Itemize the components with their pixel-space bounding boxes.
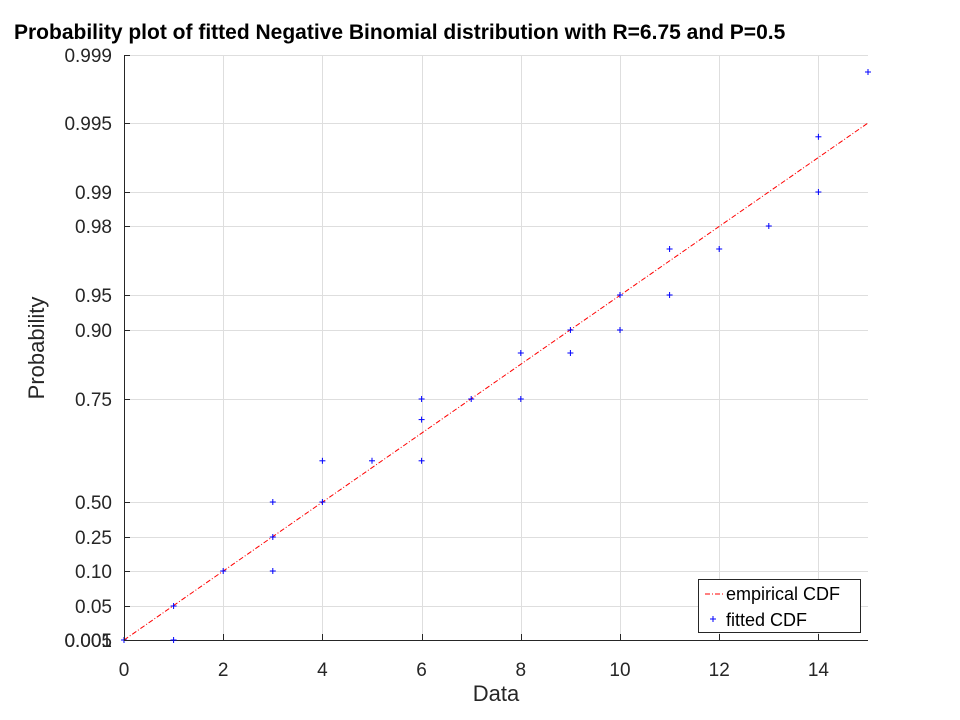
fitted-cdf-point: [170, 637, 177, 643]
x-tick-label: 10: [609, 660, 630, 681]
x-tick-label: 6: [416, 660, 427, 681]
fitted-cdf-point: [517, 396, 524, 402]
fitted-cdf-point: [170, 603, 177, 609]
x-tick-label: 12: [709, 660, 730, 681]
fitted-cdf-point: [567, 327, 574, 333]
x-tick-label: 4: [317, 660, 328, 681]
legend-empirical-label: empirical CDF: [726, 584, 840, 604]
fitted-cdf-point: [418, 416, 425, 423]
fitted-cdf-point: [269, 568, 276, 574]
y-tick-label: 0.995: [64, 114, 112, 135]
fitted-cdf-point: [716, 246, 723, 252]
fitted-cdf-point: [319, 499, 326, 505]
empirical-cdf-line: [123, 122, 869, 641]
x-axis-label: Data: [473, 681, 520, 706]
fitted-cdf-point: [765, 223, 772, 229]
legend-box: [698, 579, 861, 633]
y-tick-label: 0.001: [64, 631, 112, 652]
data-layer: [121, 69, 871, 643]
fitted-cdf-point: [666, 246, 673, 252]
fitted-cdf-point: [418, 396, 425, 402]
fitted-cdf-point: [617, 292, 623, 298]
fitted-cdf-point: [369, 457, 375, 464]
fitted-cdf-point: [269, 534, 276, 540]
y-tick-label: 0.99: [75, 183, 112, 204]
y-axis-label: Probability: [24, 297, 49, 400]
fitted-cdf-point: [865, 69, 871, 75]
x-tick-label: 0: [119, 660, 130, 681]
fitted-cdf-point: [815, 189, 822, 195]
y-tick-label: 0.98: [75, 217, 112, 238]
y-tick-label: 0.005: [64, 631, 112, 652]
fitted-cdf-point: [269, 499, 276, 505]
fitted-cdf-point: [567, 350, 574, 356]
x-tick-label: 14: [808, 660, 830, 681]
y-tick-label: 0.50: [75, 493, 112, 514]
legend: empirical CDF fitted CDF: [698, 579, 861, 633]
fitted-cdf-point: [468, 396, 475, 402]
legend-fitted-swatch: [710, 616, 716, 622]
legend-fitted-label: fitted CDF: [726, 610, 807, 630]
fitted-cdf-point: [220, 568, 227, 574]
y-tick-label: 0.75: [75, 390, 112, 411]
chart-title: Probability plot of fitted Negative Bino…: [14, 21, 786, 44]
x-tick-label: 2: [218, 660, 229, 681]
fitted-cdf-point: [418, 457, 425, 464]
y-tick-label: 0.90: [75, 321, 112, 342]
y-tick-label: 0.10: [75, 562, 112, 583]
x-tick-label: 8: [516, 660, 527, 681]
y-tick-label: 0.25: [75, 528, 112, 549]
y-tick-label: 0.999: [64, 46, 112, 67]
y-tick-label: 0.05: [75, 597, 112, 618]
fitted-cdf-point: [517, 350, 524, 356]
fitted-cdf-point: [319, 457, 326, 464]
y-tick-label: 0.95: [75, 286, 112, 307]
fitted-cdf-point: [815, 133, 822, 140]
fitted-cdf-point: [666, 292, 673, 298]
fitted-cdf-point: [617, 327, 623, 333]
